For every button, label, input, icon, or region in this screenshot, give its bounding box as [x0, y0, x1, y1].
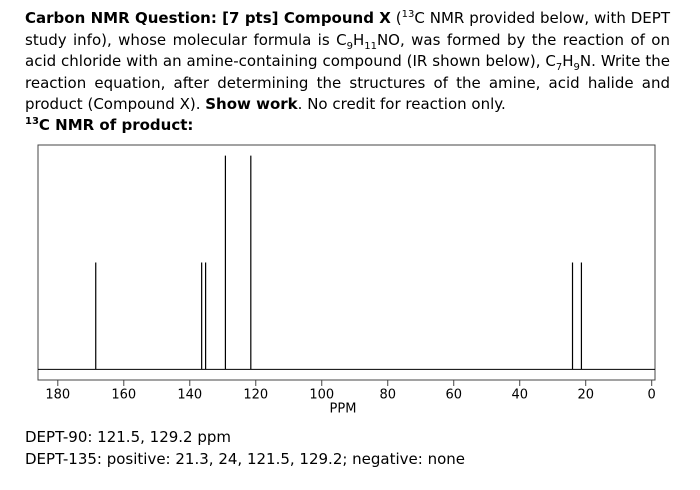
question-text: 11 [364, 40, 377, 52]
x-tick-label: 0 [648, 388, 656, 403]
heading-text: 13 [25, 116, 39, 127]
dept-135: DEPT-135: positive: 21.3, 24, 121.5, 129… [25, 450, 466, 468]
question-text: 9 [573, 62, 580, 73]
x-tick-label: 100 [309, 388, 334, 403]
x-tick-label: 80 [379, 388, 396, 403]
plot-frame [37, 144, 656, 381]
x-tick-label: 180 [45, 388, 70, 403]
question-text: Show work [205, 95, 298, 113]
question-text: . No credit for reaction only. [297, 95, 506, 113]
question-text: NO [376, 30, 400, 49]
question-text: 13 [401, 9, 415, 20]
question: Carbon NMR Question: [7 pts] Compound X … [25, 8, 670, 116]
heading: 13C NMR of product: [25, 116, 193, 134]
heading-text: C NMR of product: [38, 116, 194, 134]
question-text: N [579, 52, 592, 70]
x-tick-label: 160 [111, 388, 136, 403]
question-text: C [545, 52, 556, 70]
question-text: ( [390, 9, 402, 27]
question-text: , was formed by the reaction of on acid … [25, 30, 670, 71]
question-text: Carbon NMR Question: [7 pts] Compound X [25, 9, 391, 27]
question-text: H [352, 30, 365, 49]
question-text: 9 [346, 40, 353, 52]
question-text: C NMR provided below, with DEPT study in… [25, 9, 670, 49]
x-tick-label: 140 [177, 388, 202, 403]
dept-90: DEPT-90: 121.5, 129.2 ppm [25, 428, 232, 446]
question-text: H [562, 52, 574, 70]
x-tick-label: 120 [243, 388, 268, 403]
spectrum: PPM 180 160 140 120 100 80 60 40 20 0 [37, 144, 656, 417]
question-text: . Write the reaction equation, after det… [25, 52, 670, 113]
x-tick-label: 40 [511, 388, 528, 403]
question-text: C [336, 30, 347, 49]
x-axis-label: PPM [330, 402, 357, 417]
x-tick-label: 60 [445, 388, 462, 403]
question-text: 7 [555, 62, 563, 73]
x-tick-label: 20 [577, 388, 594, 403]
